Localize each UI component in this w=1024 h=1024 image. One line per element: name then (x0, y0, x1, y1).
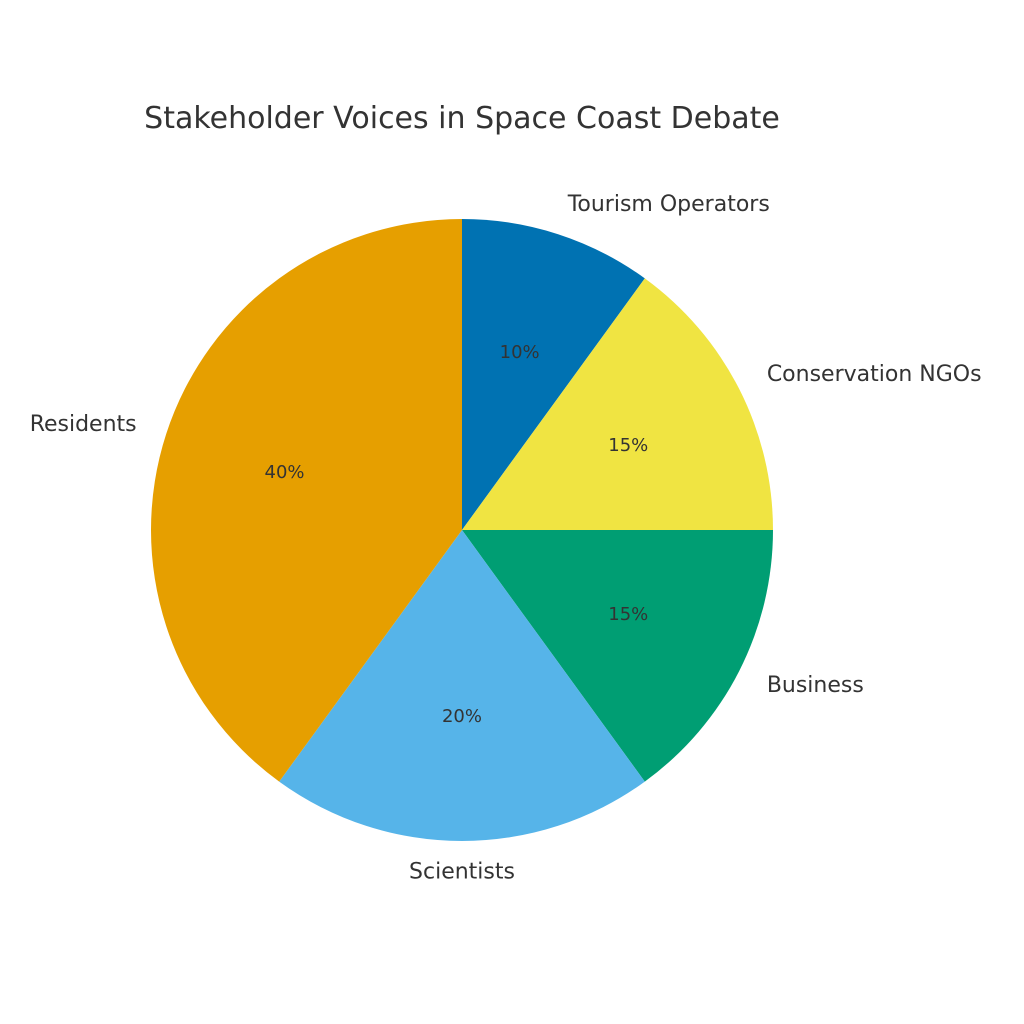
percent-label: 15% (608, 435, 648, 456)
pie-slice-business (462, 530, 773, 782)
pie-slice-tourism-operators (462, 219, 645, 530)
pie-slices (150, 218, 773, 842)
pie-slice-residents (150, 218, 462, 782)
category-labels: Tourism Operators Conservation NGOs Busine… (30, 192, 982, 884)
pie-slice-scientists (279, 530, 645, 842)
category-label: Conservation NGOs (767, 362, 982, 387)
category-label: Tourism Operators (567, 192, 770, 217)
percent-labels: 10% 15% 15% 20% 40% (265, 342, 649, 727)
chart-title: Stakeholder Voices in Space Coast Debate (144, 101, 780, 136)
pie-slice-conservation-ngos (462, 278, 773, 530)
percent-label: 10% (500, 342, 540, 363)
percent-label: 40% (265, 462, 305, 483)
percent-label: 15% (608, 604, 648, 625)
category-label: Scientists (409, 860, 515, 885)
category-label: Business (767, 673, 864, 698)
category-label: Residents (30, 412, 137, 437)
percent-label: 20% (442, 706, 482, 727)
